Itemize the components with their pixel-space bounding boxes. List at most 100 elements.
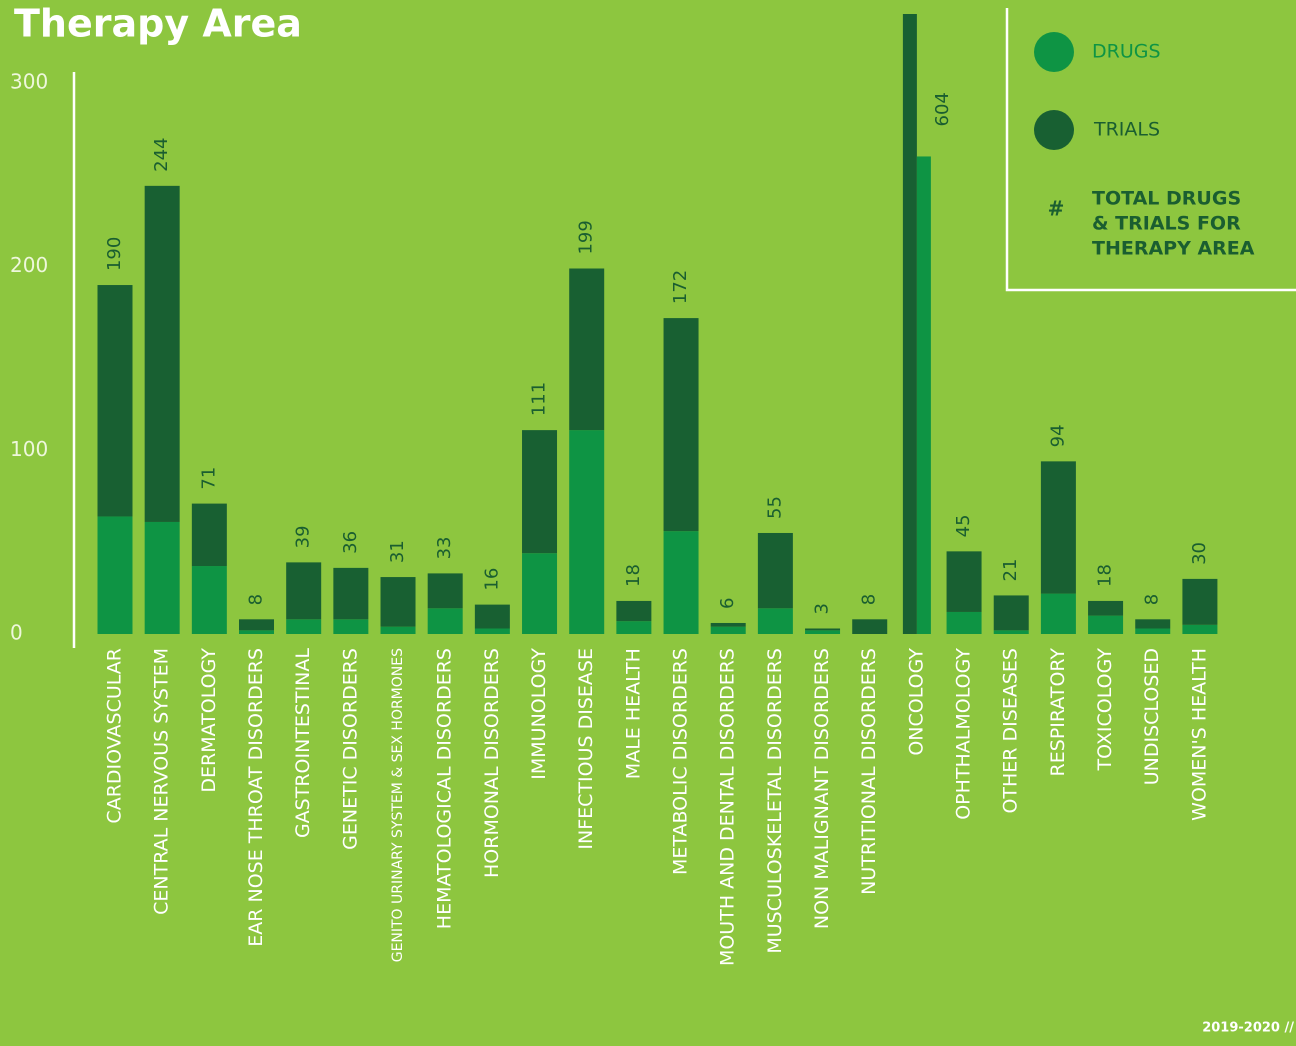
total-label: 172	[670, 270, 691, 304]
total-label: 21	[1000, 559, 1021, 582]
bars	[97, 14, 1218, 635]
x-tick-label: WOMEN'S HEALTH	[1188, 648, 1210, 821]
x-tick-label: NUTRITIONAL DISORDERS	[858, 648, 880, 895]
bar-drugs	[97, 516, 133, 634]
bar-trials	[757, 532, 793, 609]
legend-symbol: #	[1048, 197, 1065, 221]
legend-label: THERAPY AREA	[1092, 238, 1255, 260]
bar-drugs	[1088, 615, 1124, 634]
total-label: 36	[340, 531, 361, 554]
x-tick-label: METABOLIC DISORDERS	[670, 648, 692, 875]
bar-trials	[427, 573, 463, 609]
total-label: 8	[1142, 594, 1163, 605]
bar-trials	[946, 551, 982, 612]
bar-drugs	[191, 566, 227, 634]
x-tick-label: GENITO URINARY SYSTEM & SEX HORMONES	[390, 648, 406, 962]
legend-swatch	[1034, 110, 1074, 150]
y-tick-label: 200	[10, 253, 48, 277]
bar-trials	[1040, 461, 1076, 594]
x-tick-label: DERMATOLOGY	[198, 648, 220, 793]
total-label: 30	[1189, 542, 1210, 565]
bar-drugs	[380, 626, 416, 634]
x-tick-label: HEMATOLOGICAL DISORDERS	[434, 648, 456, 929]
x-tick-label: TOXICOLOGY	[1094, 648, 1116, 772]
legend-label: TRIALS	[1093, 119, 1160, 141]
total-label: 111	[529, 382, 550, 416]
x-tick-label: MALE HEALTH	[622, 648, 644, 779]
x-tick-label: ONCOLOGY	[905, 648, 927, 756]
total-label: 199	[576, 220, 597, 254]
total-label: 94	[1047, 424, 1068, 447]
bar-trials	[191, 503, 227, 567]
x-tick-label: MUSCULOSKELETAL DISORDERS	[764, 648, 786, 954]
bar-trials	[333, 567, 369, 620]
total-label: 8	[246, 594, 267, 605]
bar-trials	[852, 619, 888, 634]
x-tick-label: RESPIRATORY	[1047, 648, 1069, 777]
x-tick-label: OTHER DISEASES	[1000, 648, 1022, 814]
bar-trials	[616, 600, 652, 622]
legend-label: DRUGS	[1092, 41, 1161, 63]
bar-drugs	[286, 619, 322, 634]
bar-drugs	[144, 521, 180, 634]
bar-drugs	[916, 156, 931, 634]
bar-drugs	[333, 619, 369, 634]
bar-trials	[569, 268, 605, 431]
bar-trials	[805, 628, 841, 631]
bar-drugs	[239, 630, 275, 634]
bar-trials	[239, 619, 275, 631]
bar-drugs	[663, 531, 699, 634]
bar-drugs	[569, 430, 605, 634]
total-label: 45	[953, 514, 974, 537]
bar-trials	[522, 430, 558, 554]
legend-label: TOTAL DRUGS	[1092, 188, 1241, 210]
total-label: 18	[623, 564, 644, 587]
bar-trials	[993, 595, 1029, 631]
total-label: 190	[104, 237, 125, 271]
bar-drugs	[474, 628, 510, 634]
x-tick-label: INFECTIOUS DISEASE	[575, 648, 597, 850]
bar-trials	[144, 185, 180, 522]
chart-title: Therapy Area	[14, 2, 302, 46]
bar-drugs	[757, 608, 793, 634]
legend-frame	[1005, 8, 1296, 292]
bar-trials	[1135, 619, 1171, 629]
legend-swatch	[1034, 32, 1074, 72]
x-tick-label: EAR NOSE THROAT DISORDERS	[245, 648, 267, 947]
bar-drugs	[805, 630, 841, 634]
bar-drugs	[1135, 628, 1171, 634]
total-label: 3	[812, 603, 833, 614]
total-label: 6	[717, 598, 738, 609]
bar-drugs	[946, 611, 982, 634]
bar-trials	[1182, 578, 1218, 625]
bar-trials	[474, 604, 510, 629]
bar-trials	[902, 14, 917, 635]
bar-trials	[97, 285, 133, 517]
total-label: 33	[434, 536, 455, 559]
bar-trials	[1088, 600, 1124, 616]
bar-drugs	[993, 630, 1029, 634]
y-tick-label: 0	[10, 621, 23, 645]
total-label: 31	[387, 540, 408, 563]
bar-drugs	[522, 553, 558, 634]
total-label: 244	[151, 137, 172, 171]
total-label: 16	[481, 568, 502, 591]
total-label: 18	[1095, 564, 1116, 587]
y-tick-label: 300	[10, 70, 48, 94]
bar-drugs	[427, 608, 463, 634]
x-tick-label: HORMONAL DISORDERS	[481, 648, 503, 878]
x-tick-label: CARDIOVASCULAR	[104, 648, 126, 824]
total-label: 55	[764, 496, 785, 519]
x-tick-label: GASTROINTESTINAL	[292, 648, 314, 838]
total-label: 8	[859, 594, 880, 605]
x-tick-label: IMMUNOLOGY	[528, 648, 550, 780]
total-label: 604	[932, 92, 953, 126]
total-label: 71	[198, 467, 219, 490]
y-tick-label: 100	[10, 437, 48, 461]
total-label: 39	[293, 525, 314, 548]
bar-drugs	[710, 626, 746, 634]
x-tick-label: UNDISCLOSED	[1141, 648, 1163, 785]
x-tick-label: NON MALIGNANT DISORDERS	[811, 648, 833, 929]
x-tick-label: OPHTHALMOLOGY	[953, 648, 975, 820]
